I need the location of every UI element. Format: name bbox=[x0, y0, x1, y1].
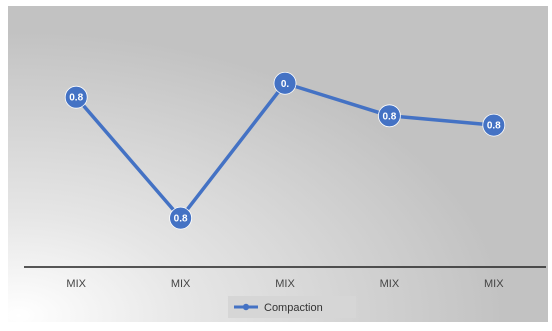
data-point bbox=[377, 104, 401, 128]
x-tick-label: MIX bbox=[275, 278, 295, 290]
data-point bbox=[169, 206, 193, 230]
x-tick-label: MIX bbox=[380, 278, 400, 290]
data-label: 0.8 bbox=[382, 111, 396, 122]
x-tick-label: MIX bbox=[484, 278, 504, 290]
legend-marker-swatch bbox=[242, 303, 250, 311]
data-label: 0. bbox=[281, 79, 290, 90]
chart-background bbox=[8, 6, 548, 322]
x-tick-label: MIX bbox=[66, 278, 86, 290]
data-point bbox=[482, 113, 506, 137]
data-point bbox=[273, 71, 297, 95]
legend-label: Compaction bbox=[264, 302, 323, 314]
data-label: 0.8 bbox=[69, 93, 83, 104]
data-point bbox=[64, 85, 88, 109]
x-tick-label: MIX bbox=[171, 278, 191, 290]
data-label: 0.8 bbox=[174, 214, 188, 225]
legend-box bbox=[228, 296, 356, 318]
data-label: 0.8 bbox=[487, 121, 501, 132]
